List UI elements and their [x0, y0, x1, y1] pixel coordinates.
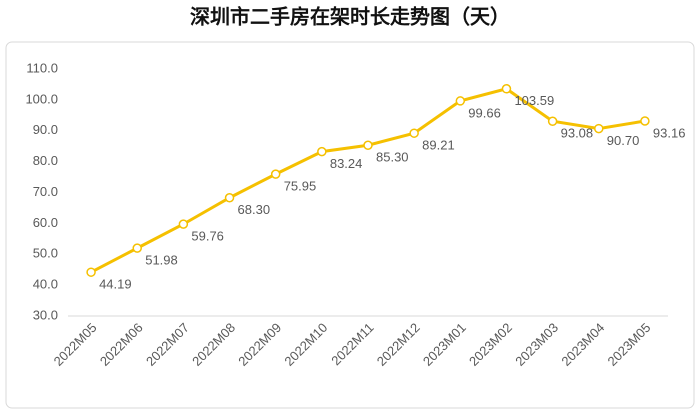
data-label: 85.30	[376, 150, 409, 165]
data-point	[317, 146, 327, 157]
data-point	[547, 116, 558, 126]
data-label: 99.66	[468, 105, 501, 120]
y-tick-label: 70.0	[33, 184, 58, 199]
y-tick-label: 50.0	[33, 246, 58, 261]
data-point	[86, 267, 96, 277]
data-point	[363, 140, 373, 151]
data-label: 68.30	[238, 202, 271, 217]
data-label: 75.95	[284, 179, 317, 194]
y-tick-label: 80.0	[33, 153, 58, 168]
y-tick-label: 60.0	[33, 215, 58, 230]
data-point	[409, 128, 419, 138]
y-tick-label: 100.0	[25, 91, 58, 106]
data-point	[270, 169, 281, 179]
data-label: 51.98	[145, 253, 178, 268]
data-label: 83.24	[330, 156, 363, 171]
chart-title: 深圳市二手房在架时长走势图（天）	[190, 4, 510, 28]
data-point	[178, 219, 189, 229]
y-tick-label: 110.0	[26, 60, 58, 75]
y-tick-label: 30.0	[33, 307, 58, 322]
data-label: 89.21	[422, 138, 455, 153]
y-tick-label: 90.0	[33, 122, 58, 137]
data-point	[224, 192, 235, 203]
data-point	[501, 84, 512, 94]
data-label: 59.76	[191, 229, 224, 244]
data-label: 93.08	[561, 126, 594, 141]
data-point	[132, 243, 142, 253]
data-point	[594, 123, 604, 134]
data-point	[640, 116, 650, 126]
y-tick-label: 40.0	[33, 277, 58, 292]
data-point	[455, 96, 466, 106]
data-label: 90.70	[607, 133, 640, 148]
data-label: 103.59	[514, 93, 554, 108]
data-label: 44.19	[99, 277, 132, 292]
data-label: 93.16	[653, 125, 686, 140]
